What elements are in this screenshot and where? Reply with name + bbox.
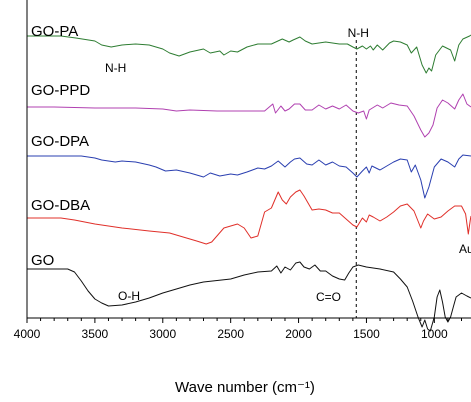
x-tick-label: 3000 [149,327,176,341]
x-tick-layer: 4000 3500 3000 2500 2000 1500 1000 [14,318,462,341]
series-label-go-dpa: GO-DPA [31,133,89,150]
x-axis-title: Wave number (cm⁻¹) [175,379,315,396]
series-label-go-pa: GO-PA [31,23,78,40]
x-tick-label: 4000 [14,327,41,341]
series-line-go [27,261,471,332]
series-label-go: GO [31,252,54,269]
x-tick-label: 1500 [353,327,380,341]
annotation-oh: O-H [118,289,140,303]
nh-reference-label: N-H [348,26,369,40]
x-tick-label: 2500 [217,327,244,341]
x-tick-label: 3500 [82,327,109,341]
annotation-au: Au [459,242,471,256]
series-line-go-pa [27,34,471,74]
series-label-go-dba: GO-DBA [31,197,90,214]
plot-area: N-H GO-PA GO-PPD GO-DPA GO-DBA GO N-H O-… [27,23,471,332]
annotation-co: C=O [316,290,341,304]
annotation-nh: N-H [105,61,126,75]
series-layer [27,34,471,332]
x-tick-label: 1000 [421,327,448,341]
x-axis: 4000 3500 3000 2500 2000 1500 1000 [14,0,471,341]
series-label-go-ppd: GO-PPD [31,82,90,99]
series-line-go-ppd [27,93,471,138]
series-line-go-dba [27,189,471,245]
series-line-go-dpa [27,154,471,199]
x-tick-label: 2000 [285,327,312,341]
